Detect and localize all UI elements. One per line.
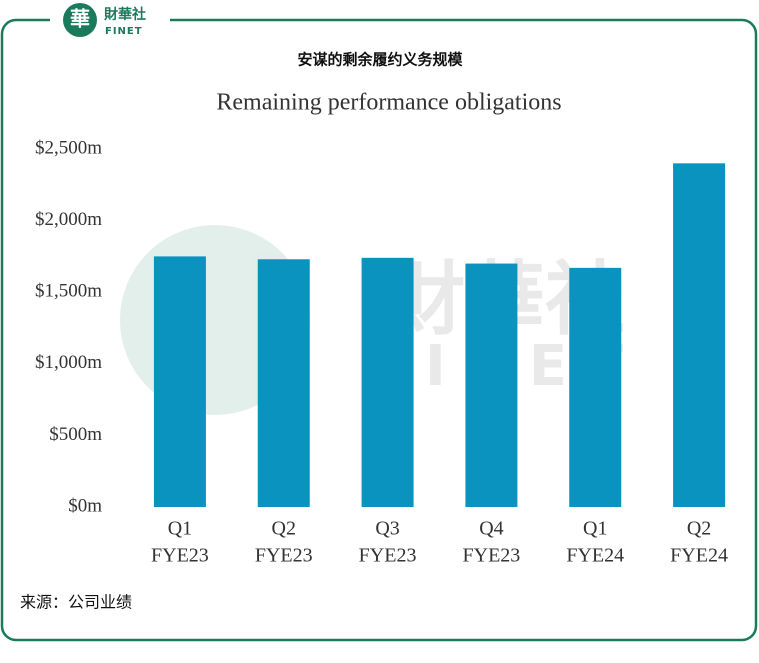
logo-name: 財華社 [103, 6, 146, 23]
chart-subtitle: Remaining performance obligations [216, 90, 561, 116]
x-tick-label: FYE24 [566, 545, 624, 567]
x-tick-label: FYE23 [463, 545, 521, 567]
x-tick-label: FYE23 [151, 545, 209, 567]
y-tick-label: $1,000m [35, 352, 102, 373]
bar [465, 263, 518, 507]
bar [257, 259, 310, 507]
y-tick-label: $1,500m [35, 281, 102, 302]
logo-icon [63, 3, 97, 37]
x-tick-label: FYE23 [359, 545, 417, 567]
x-tick-label: FYE24 [670, 545, 728, 567]
x-tick-label: Q4 [479, 518, 503, 540]
y-tick-label: $500m [49, 424, 102, 445]
x-tick-label: Q1 [168, 518, 192, 540]
logo-sub: FINET [105, 26, 143, 37]
bar [153, 256, 206, 507]
y-tick-label: $0m [68, 495, 102, 516]
x-tick-label: Q2 [272, 518, 296, 540]
x-tick-label: Q1 [583, 518, 607, 540]
y-tick-label: $2,500m [35, 137, 102, 158]
y-tick-label: $2,000m [35, 209, 102, 230]
chart-title: 安谋的剩余履约义务规模 [297, 51, 463, 69]
logo-glyph: 華 [70, 7, 90, 31]
x-tick-label: Q3 [375, 518, 399, 540]
bar [569, 267, 622, 507]
x-tick-label: FYE23 [255, 545, 313, 567]
bar [361, 257, 414, 507]
bar [673, 163, 726, 507]
source-note: 来源：公司业绩 [20, 593, 132, 612]
x-tick-label: Q2 [687, 518, 711, 540]
